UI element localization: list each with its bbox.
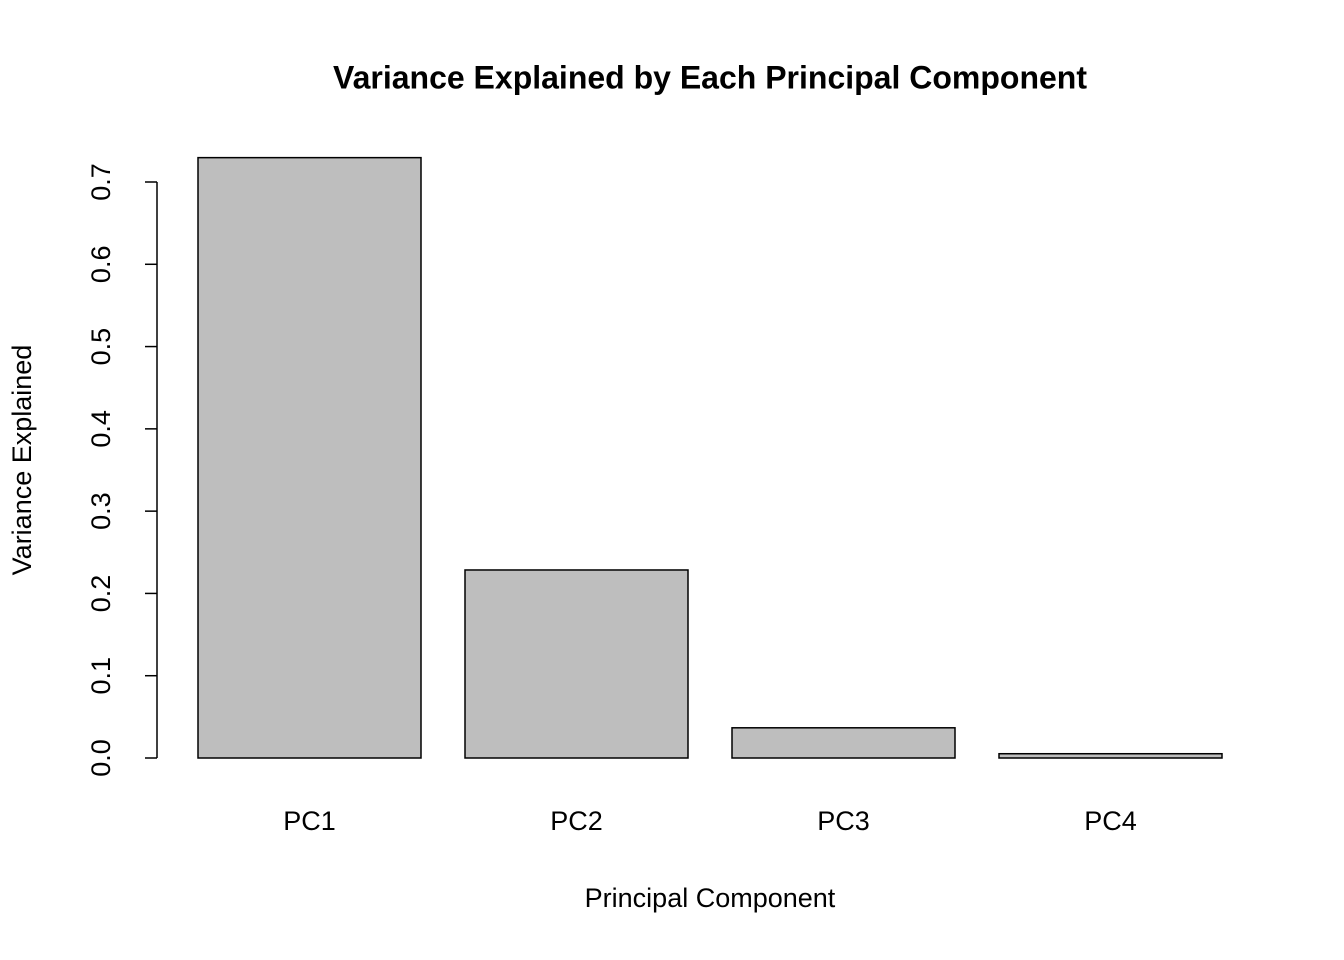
bar	[464, 569, 689, 759]
bar	[998, 752, 1223, 759]
bar	[197, 156, 422, 759]
y-tick-label: 0.0	[86, 739, 116, 777]
x-tick-label: PC2	[550, 806, 603, 836]
y-tick-label: 0.6	[86, 246, 116, 284]
y-tick-label: 0.5	[86, 328, 116, 366]
x-tick-label: PC1	[283, 806, 336, 836]
bar	[731, 727, 956, 759]
x-axis-label: Principal Component	[585, 883, 836, 913]
y-tick-label: 0.7	[86, 163, 116, 201]
y-axis-label: Variance Explained	[7, 345, 37, 576]
chart-title: Variance Explained by Each Principal Com…	[333, 59, 1087, 95]
y-tick-label: 0.4	[86, 410, 116, 448]
y-tick-label: 0.1	[86, 657, 116, 695]
y-tick-label: 0.3	[86, 492, 116, 530]
x-tick-label: PC3	[817, 806, 870, 836]
y-tick-label: 0.2	[86, 575, 116, 613]
x-tick-label: PC4	[1084, 806, 1137, 836]
